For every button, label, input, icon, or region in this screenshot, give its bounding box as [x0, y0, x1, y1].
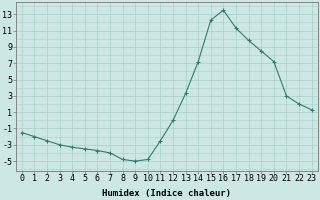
- X-axis label: Humidex (Indice chaleur): Humidex (Indice chaleur): [102, 189, 231, 198]
